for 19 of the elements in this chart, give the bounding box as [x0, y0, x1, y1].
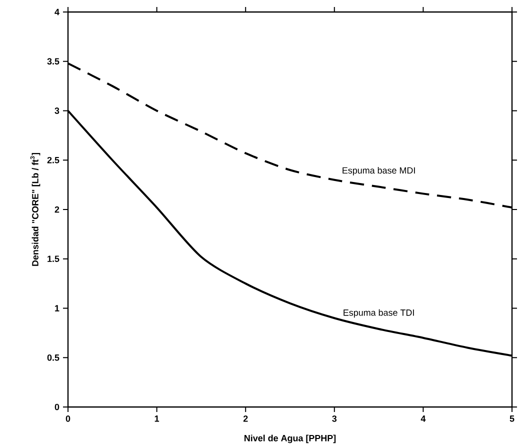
series-label: Espuma base MDI	[342, 167, 415, 176]
x-tick-label: 2	[243, 416, 248, 422]
x-axis-title: Nivel de Agua [PPHP]	[244, 434, 336, 444]
x-tick-label: 0	[66, 416, 70, 422]
y-tick-label: 2	[54, 206, 60, 213]
y-tick-label: 3	[54, 108, 60, 114]
series-label: Espuma base TDI	[344, 309, 414, 318]
x-tick-label: 3	[332, 416, 337, 422]
x-tick-label: 4	[420, 416, 426, 422]
y-tick-label: 0	[54, 404, 60, 410]
y-tick-label: 1	[55, 305, 60, 312]
y-axis-title: Densidad "CORE" [Lb / ft$^{3}$]	[30, 153, 40, 266]
x-tick-label: 1	[154, 416, 160, 422]
y-tick-label: 2.5	[47, 156, 60, 164]
y-tick-label: 0.5	[47, 354, 60, 361]
x-tick-label: 5	[510, 416, 514, 422]
y-tick-label: 1.5	[48, 256, 60, 262]
y-tick-label: 3.5	[47, 58, 60, 65]
y-tick-label: 4	[54, 8, 60, 16]
